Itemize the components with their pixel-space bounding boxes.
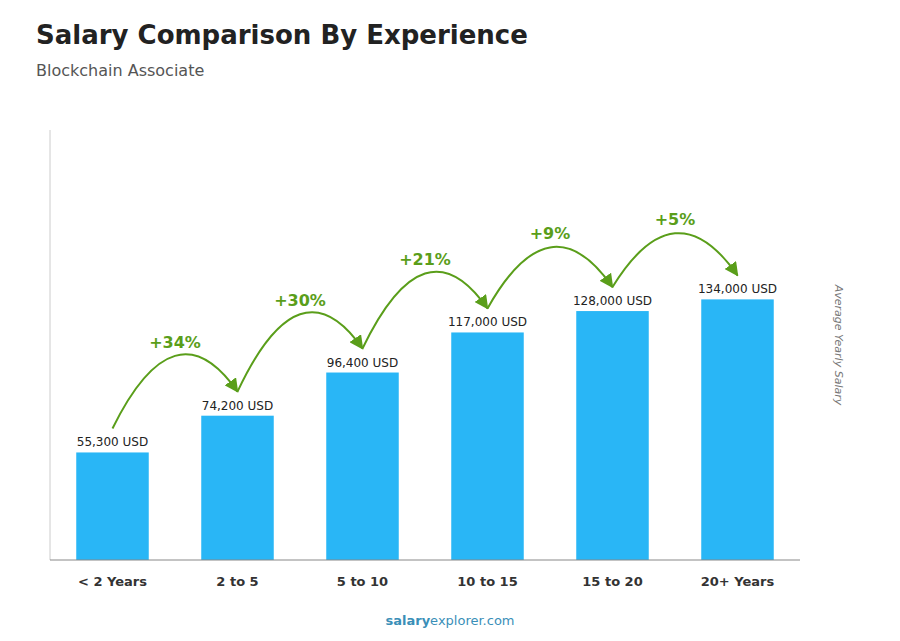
watermark-bold: salary	[385, 613, 430, 628]
data-label: 55,300 USD	[77, 435, 148, 449]
bar	[326, 373, 399, 560]
x-axis-line	[50, 560, 800, 561]
change-arrow	[613, 233, 738, 287]
x-tick-label: 15 to 20	[582, 574, 642, 589]
bar	[451, 332, 524, 560]
x-tick-label: 20+ Years	[701, 574, 775, 589]
bar	[201, 416, 274, 560]
x-tick-label: 2 to 5	[216, 574, 258, 589]
watermark: salaryexplorer.com	[385, 613, 514, 628]
data-label: 96,400 USD	[327, 356, 398, 370]
change-label: +21%	[399, 250, 451, 269]
bar	[76, 452, 149, 560]
subtitle: Blockchain Associate	[36, 61, 204, 80]
x-tick-label: 5 to 10	[337, 574, 388, 589]
bars	[76, 299, 774, 560]
data-label: 128,000 USD	[573, 294, 652, 308]
watermark-rest: explorer.com	[430, 613, 514, 628]
change-arrow	[363, 272, 488, 349]
bar	[576, 311, 649, 560]
title: Salary Comparison By Experience	[36, 20, 528, 50]
change-label: +34%	[149, 333, 201, 352]
change-arrow	[488, 247, 613, 309]
change-label: +5%	[655, 210, 696, 229]
change-label: +30%	[274, 291, 326, 310]
chart-root: Salary Comparison By Experience Blockchai…	[0, 0, 900, 641]
y-axis-label: Average Yearly Salary	[832, 284, 845, 406]
data-label: 74,200 USD	[202, 399, 273, 413]
change-arrow	[113, 354, 238, 428]
data-label: 134,000 USD	[698, 282, 777, 296]
data-label: 117,000 USD	[448, 315, 527, 329]
x-tick-label: < 2 Years	[78, 574, 147, 589]
change-arrow	[238, 312, 363, 391]
x-tick-label: 10 to 15	[457, 574, 517, 589]
change-label: +9%	[530, 224, 571, 243]
bar	[701, 299, 774, 560]
chart-svg: Salary Comparison By Experience Blockchai…	[0, 0, 900, 641]
y-axis-line	[50, 130, 51, 560]
